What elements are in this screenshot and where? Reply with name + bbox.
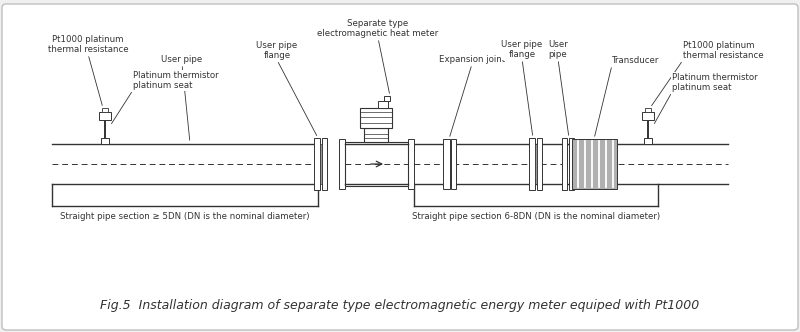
Bar: [101, 138, 109, 144]
Bar: [645, 108, 651, 112]
Text: Platinum thermistor
platinum seat: Platinum thermistor platinum seat: [133, 71, 218, 90]
FancyBboxPatch shape: [2, 4, 798, 330]
Bar: [537, 138, 542, 190]
Text: Transducer: Transducer: [612, 56, 659, 65]
Bar: [535, 144, 537, 184]
Text: User pipe: User pipe: [162, 55, 202, 64]
Bar: [102, 108, 108, 112]
Bar: [443, 139, 450, 189]
Text: Expansion joint: Expansion joint: [439, 55, 505, 64]
Bar: [364, 128, 388, 142]
Bar: [320, 144, 322, 184]
Bar: [378, 101, 388, 108]
Bar: [384, 96, 390, 101]
Text: Straight pipe section 6-8DN (DN is the nominal diameter): Straight pipe section 6-8DN (DN is the n…: [412, 212, 660, 221]
Bar: [644, 138, 652, 144]
Text: Fig.5  Installation diagram of separate type electromagnetic energy meter equipe: Fig.5 Installation diagram of separate t…: [100, 298, 700, 311]
Bar: [562, 138, 567, 190]
Bar: [642, 112, 654, 120]
Text: User pipe
flange: User pipe flange: [256, 41, 298, 60]
Text: Pt1000 platinum
thermal resistance: Pt1000 platinum thermal resistance: [48, 35, 128, 54]
Bar: [314, 138, 320, 190]
Bar: [322, 138, 327, 190]
Text: Pt1000 platinum
thermal resistance: Pt1000 platinum thermal resistance: [683, 41, 764, 60]
Bar: [569, 138, 574, 190]
Bar: [339, 139, 345, 189]
Text: Separate type
electromagnetic heat meter: Separate type electromagnetic heat meter: [318, 19, 438, 38]
Text: Straight pipe section ≥ 5DN (DN is the nominal diameter): Straight pipe section ≥ 5DN (DN is the n…: [60, 212, 310, 221]
Text: User pipe
flange: User pipe flange: [502, 40, 542, 59]
Bar: [360, 108, 392, 128]
Text: Platinum thermistor
platinum seat: Platinum thermistor platinum seat: [672, 73, 758, 92]
Bar: [99, 112, 111, 120]
Bar: [572, 139, 617, 189]
Text: User
pipe: User pipe: [548, 40, 568, 59]
Bar: [345, 142, 408, 186]
Bar: [529, 138, 535, 190]
Bar: [408, 139, 414, 189]
Bar: [451, 139, 456, 189]
